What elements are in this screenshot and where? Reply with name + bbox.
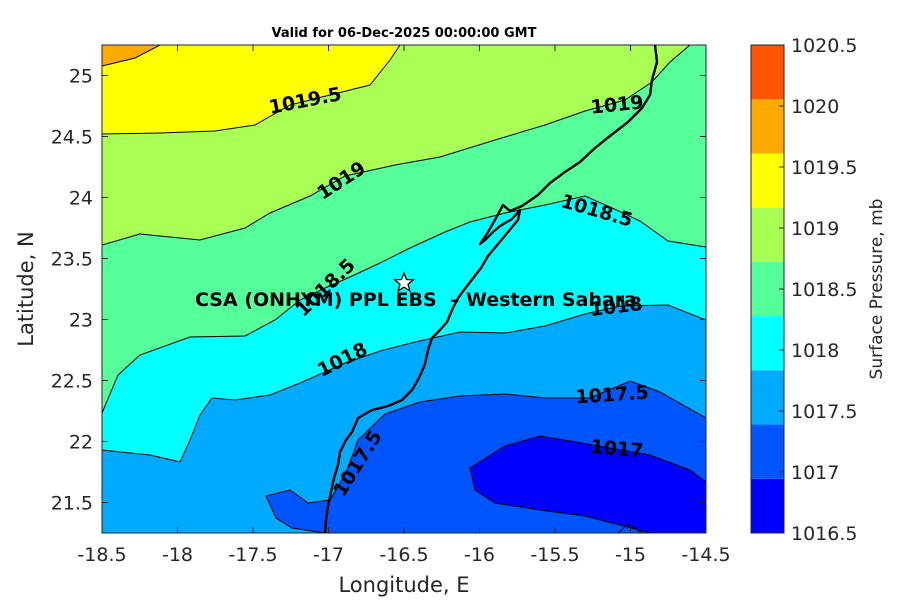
- colorbar-tick-label: 1018: [791, 340, 839, 362]
- colorbar-segment: [751, 207, 784, 262]
- x-tick-label: -14.5: [681, 544, 730, 566]
- colorbar-label: Surface Pressure, mb: [867, 199, 887, 380]
- contour-label: 1017: [590, 436, 645, 463]
- colorbar-segment: [751, 478, 784, 533]
- figure-title: Valid for 06-Dec-2025 00:00:00 GMT: [272, 26, 537, 41]
- x-tick-label: -18: [162, 544, 193, 566]
- pressure-bands: [102, 45, 706, 533]
- colorbar-segment: [751, 99, 784, 154]
- station-star-icon: [392, 271, 416, 293]
- colorbar-tick-label: 1019: [791, 218, 839, 240]
- contour-line-1017.5: [265, 380, 706, 533]
- y-tick-label: 22.5: [51, 371, 93, 393]
- colorbar-segment: [751, 316, 784, 371]
- contour-line-1018: [102, 304, 706, 463]
- y-tick-label: 23.5: [51, 249, 93, 271]
- x-tick-label: -15: [615, 544, 646, 566]
- y-tick-label: 25: [69, 66, 93, 88]
- x-tick-label: -18.5: [77, 544, 126, 566]
- x-axis: -18.5 -18 -17.5 -17 -16.5 -16 -15.5 -15 -14.5: [77, 45, 731, 566]
- colorbar-tick-label: 1017.5: [791, 401, 857, 423]
- contour-line-1019.5: [102, 45, 401, 135]
- colorbar-tick-label: 1016.5: [791, 523, 857, 545]
- contour-line-1017: [469, 435, 706, 533]
- contour-label: 1019: [590, 91, 645, 118]
- y-axis-label: Latitude, N: [14, 231, 38, 347]
- y-tick-label: 21.5: [51, 493, 93, 515]
- colorbar-segment: [751, 45, 784, 100]
- x-tick-label: -15.5: [530, 544, 579, 566]
- y-tick-label: 24: [69, 188, 93, 210]
- contour-line-1019: [102, 45, 691, 246]
- station-label: CSA (ONHYM) PPL EBS – Western Sahara: [195, 289, 637, 311]
- y-tick-label: 24.5: [51, 127, 93, 149]
- colorbar-segment: [751, 261, 784, 317]
- coastline: [323, 45, 659, 533]
- y-tick-label: 23: [69, 310, 93, 332]
- colorbar-tick-label: 1017: [791, 462, 839, 484]
- x-tick-label: -16.5: [379, 544, 428, 566]
- contour-lines: [102, 45, 706, 533]
- colorbar-tick-label: 1020.5: [791, 35, 857, 57]
- colorbar-segment: [751, 424, 784, 479]
- contour-label: 1017.5: [575, 381, 650, 408]
- x-tick-label: -16: [464, 544, 495, 566]
- contour-line-1020: [102, 45, 161, 67]
- y-axis: 21.5 22 22.5 23 23.5 24 24.5 25: [51, 66, 706, 515]
- contour-line-1016.5: [617, 523, 643, 533]
- band-1019.5-1020: [102, 45, 400, 134]
- x-axis-label: Longitude, E: [338, 573, 469, 597]
- x-tick-label: -17: [313, 544, 344, 566]
- x-tick-label: -17.5: [228, 544, 277, 566]
- band-1020-1020.5: [102, 45, 160, 66]
- colorbar: 1016.5 1017 1017.5 1018 1018.5 1019 1019.5 1020…: [750, 35, 857, 545]
- colorbar-segment: [751, 370, 784, 425]
- colorbar-tick-label: 1020: [791, 96, 839, 118]
- contour-line-1018.5: [102, 195, 706, 414]
- y-tick-label: 22: [69, 432, 93, 454]
- colorbar-segment: [751, 153, 784, 208]
- colorbar-tick-label: 1019.5: [791, 157, 857, 179]
- colorbar-tick-label: 1018.5: [791, 279, 857, 301]
